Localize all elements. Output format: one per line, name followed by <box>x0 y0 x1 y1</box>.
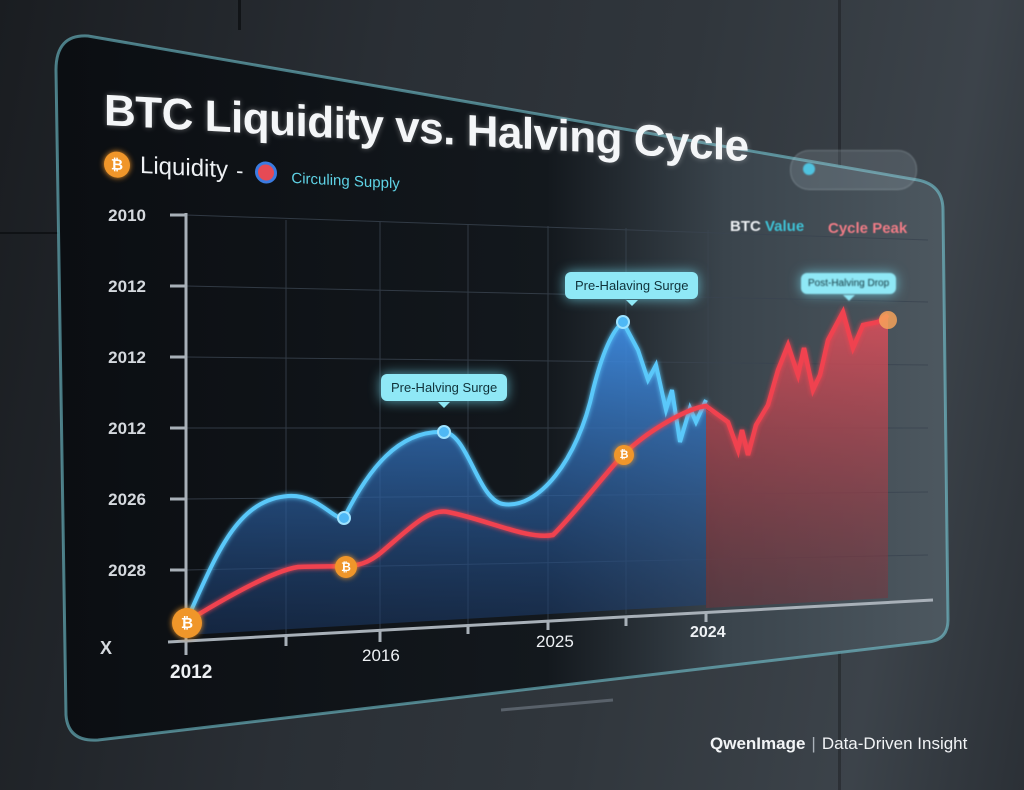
y-tick: 2012 <box>108 277 146 296</box>
series-legend-cycle-peak: Cycle Peak <box>828 220 908 237</box>
bitcoin-coin-icon: ₿ <box>172 608 202 638</box>
y-tick: 2012 <box>108 348 146 367</box>
y-tick: 2012 <box>108 419 146 438</box>
wall-seam <box>238 0 241 30</box>
bitcoin-coin-icon: ₿ <box>614 445 634 465</box>
y-tick: 2010 <box>108 206 146 225</box>
legend-circulating-supply: Circuling Supply <box>291 169 400 193</box>
y-axis-label: X <box>100 638 113 658</box>
brand-separator: | <box>811 734 816 753</box>
callout-pre-halving-surge-peak: Pre-Halaving Surge <box>565 272 699 306</box>
callout-pre-halving-surge: Pre-Halving Surge <box>381 374 508 408</box>
toggle-control[interactable] <box>790 150 917 190</box>
branding: QwenImage | Data-Driven Insight <box>710 734 967 754</box>
legend-dash: - <box>236 157 244 184</box>
legend-btc-label: BTC <box>730 218 761 235</box>
y-tick: 2026 <box>108 490 146 509</box>
callout-post-halving-drop: Post-Halving Drop <box>801 273 897 301</box>
brand-name: QwenImage <box>710 734 806 753</box>
bitcoin-coin-icon: ₿ <box>335 556 357 578</box>
brand-tagline: Data-Driven Insight <box>821 734 968 753</box>
legend-value-label: Value <box>765 218 805 235</box>
wall-seam <box>0 232 60 234</box>
bitcoin-coin-icon: ₿ <box>104 151 130 179</box>
legend-liquidity: Liquidity <box>140 151 229 184</box>
x-tick: 2016 <box>362 646 400 665</box>
series-legend-btc-value: BTC Value <box>730 218 804 235</box>
toggle-dot-icon <box>803 163 815 175</box>
x-tick: 2024 <box>690 624 726 641</box>
x-tick: 2012 <box>170 662 213 683</box>
supply-dot-icon <box>255 160 278 185</box>
y-tick: 2028 <box>108 561 146 580</box>
x-tick: 2025 <box>536 632 574 651</box>
